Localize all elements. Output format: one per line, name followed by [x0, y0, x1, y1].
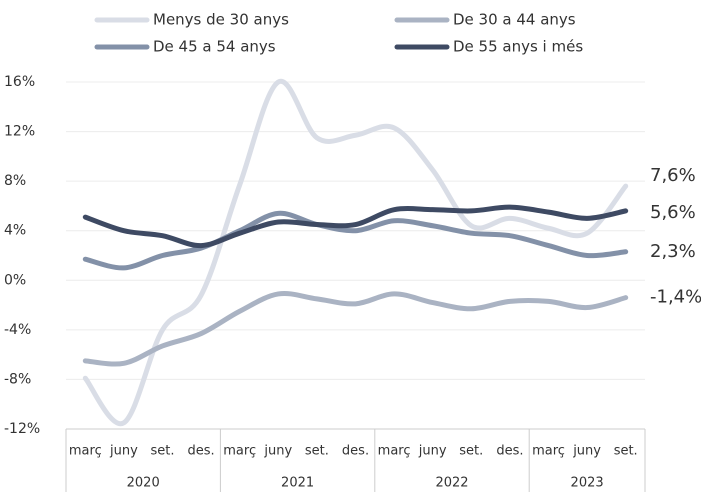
x-group-label: 2021 [281, 476, 314, 491]
x-tick-label: març [532, 444, 565, 459]
y-tick-label: 4% [4, 223, 26, 239]
x-tick-label: juny [572, 444, 601, 459]
y-tick-label: 12% [4, 124, 35, 140]
x-tick-label: març [223, 444, 256, 459]
x-tick-label: juny [109, 444, 138, 459]
y-tick-label: -4% [4, 322, 31, 338]
x-tick-label: març [69, 444, 102, 459]
legend-label: Menys de 30 anys [153, 11, 289, 29]
end-label: 7,6% [650, 165, 696, 186]
end-label: -1,4% [650, 287, 701, 308]
x-tick-label: des. [496, 444, 523, 459]
x-tick-label: des. [342, 444, 369, 459]
end-label: 2,3% [650, 241, 696, 262]
x-tick-label: juny [263, 444, 292, 459]
series-line [82, 210, 629, 271]
legend-label: De 30 a 44 anys [453, 11, 576, 29]
y-tick-label: -8% [4, 371, 31, 387]
x-tick-label: set. [459, 444, 483, 459]
legend-label: De 55 anys i més [453, 38, 583, 56]
x-tick-label: des. [188, 444, 215, 459]
y-tick-label: -12% [4, 421, 40, 437]
x-tick-label: set. [305, 444, 329, 459]
legend-label: De 45 a 54 anys [153, 38, 276, 56]
series-line [82, 204, 629, 249]
series-line [82, 290, 629, 367]
x-group-label: 2020 [127, 476, 160, 491]
x-group-label: 2022 [435, 476, 468, 491]
y-tick-label: 0% [4, 272, 26, 288]
x-group-label: 2023 [571, 476, 604, 491]
x-tick-label: set. [614, 444, 638, 459]
x-tick-label: març [378, 444, 411, 459]
x-tick-label: juny [418, 444, 447, 459]
y-tick-label: 16% [4, 74, 35, 90]
x-tick-label: set. [150, 444, 174, 459]
y-tick-label: 8% [4, 173, 26, 189]
series-line [82, 78, 629, 427]
end-label: 5,6% [650, 202, 696, 223]
